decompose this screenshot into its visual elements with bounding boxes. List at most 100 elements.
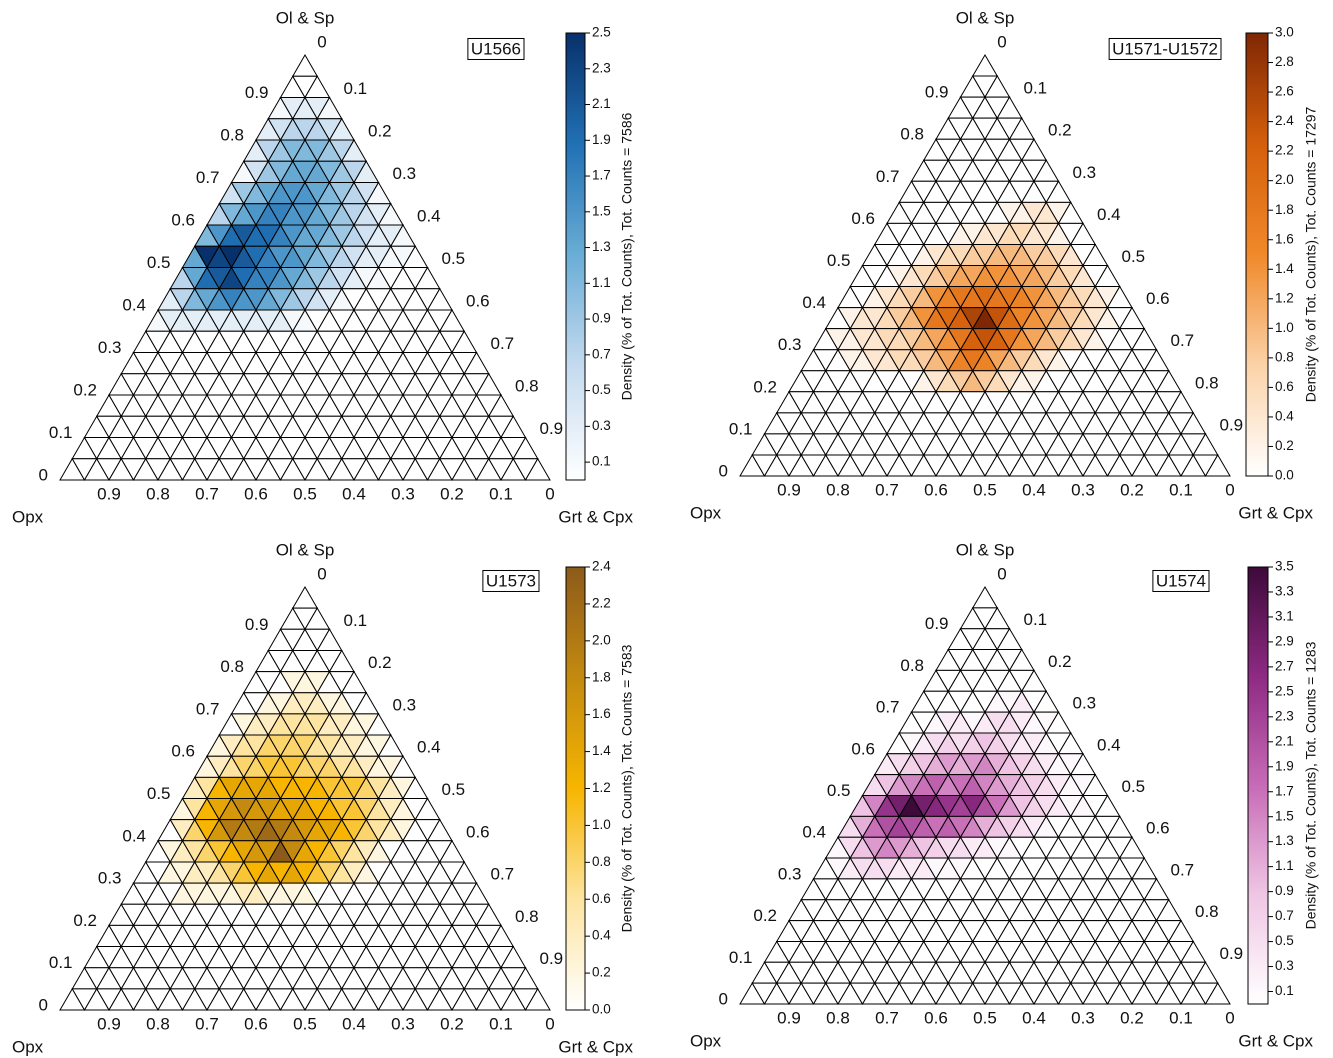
right-tick-label: 0.8 [1195,373,1219,392]
left-tick-label: 0.8 [220,657,244,676]
ternary-plot: 0 0.1 0.2 0.3 0.4 0.5 0.6 0.7 0.8 0.9 0 0.1 0.2 0.3 0.… [12,8,635,526]
colorbar-tick-label: 1.8 [1275,202,1294,217]
grid-cell [1204,982,1231,1005]
colorbar-tick-label: 1.7 [1275,783,1294,798]
colorbar-tick-label: 1.5 [592,203,611,218]
right-tick-label: 0.1 [344,79,368,98]
colorbar-tick-label: 3.0 [1275,25,1294,40]
right-tick-label: 0.1 [1024,610,1048,629]
colorbar-tick-label: 2.9 [1275,633,1294,648]
top-label: Ol & Sp [956,8,1015,27]
bottom-tick-label: 0.4 [342,484,366,503]
colorbar-tick-label: 1.0 [1275,320,1294,335]
left-tick-label: 0.4 [122,826,146,845]
bottom-tick-label: 0.9 [97,1014,121,1033]
colorbar-tick-label: 2.2 [592,595,611,610]
left-label: Opx [12,507,44,526]
colorbar-label: Density (% of Tot. Counts), Tot. Counts … [1303,106,1319,402]
colorbar-tick-label: 2.3 [1275,708,1294,723]
colorbar-tick-label: 1.6 [1275,231,1294,246]
right-tick-label: 0.9 [1220,944,1244,963]
grid-cell [524,457,551,481]
colorbar-tick-label: 2.8 [1275,54,1294,69]
right-tick-label: 0.3 [393,164,417,183]
left-tick-label: 0.3 [98,869,122,888]
left-tick-label: 0.2 [73,380,97,399]
colorbar-tick-label: 2.0 [592,632,611,647]
left-tick-label: 0.3 [98,338,122,357]
left-tick-label: 0.2 [753,906,777,925]
density-cell [971,54,999,77]
ternary-plot: 0 0.1 0.2 0.3 0.4 0.5 0.6 0.7 0.8 0.9 0 0.1 0.2 0.3 0.… [690,540,1319,1050]
colorbar-tick-label: 2.4 [592,559,611,574]
right-tick-label: 0.7 [491,865,515,884]
right-tick-label: 0.6 [466,822,490,841]
bottom-tick-label: 0.8 [826,480,850,499]
left-tick-label: 0.3 [778,335,802,354]
bottom-tick-label: 0.7 [875,480,899,499]
right-tick-label: 0.5 [1122,777,1146,796]
bottom-tick-label: 0.3 [391,484,415,503]
left-tick-label: 0.8 [900,125,924,144]
right-label: Grt & Cpx [558,1037,633,1056]
colorbar-tick-label: 1.9 [1275,758,1294,773]
left-label: Opx [690,503,722,522]
right-tick-label: 0.7 [1171,860,1195,879]
colorbar-tick-label: 0.6 [1275,379,1294,394]
colorbar-tick-label: 1.0 [592,817,611,832]
colorbar-tick-label: 1.3 [1275,833,1294,848]
sample-box [1152,569,1210,592]
left-tick-label: 0.1 [729,419,753,438]
colorbar-label: Density (% of Tot. Counts), Tot. Counts … [1303,641,1319,929]
left-tick-label: 0.7 [196,699,220,718]
right-tick-label: 0.6 [1146,289,1170,308]
bottom-tick-label: 0.6 [244,484,268,503]
colorbar-tick-label: 2.7 [1275,658,1294,673]
left-tick-label: 0.9 [245,83,269,102]
colorbar-tick-label: 0.9 [592,311,611,326]
bottom-tick-label: 0.5 [973,1008,997,1027]
left-tick-label: 0.5 [827,781,851,800]
sample-label: U1574 [1156,571,1206,590]
colorbar [565,32,586,481]
bottom-tick-label: 0.8 [826,1008,850,1027]
colorbar-tick-label: 2.1 [1275,733,1294,748]
colorbar-tick-label: 1.8 [592,669,611,684]
colorbar-tick-label: 2.6 [1275,84,1294,99]
bottom-tick-label: 0.7 [195,1014,219,1033]
bottom-tick-label: 0.4 [342,1014,366,1033]
right-tick-label: 0.1 [344,611,368,630]
bottom-tick-label: 0.6 [244,1014,268,1033]
bottom-tick-label: 0.2 [1120,480,1144,499]
right-label: Grt & Cpx [558,507,633,526]
bottom-tick-label: 0.5 [293,1014,317,1033]
right-tick-label: 0 [997,32,1006,51]
bottom-tick-label: 0.1 [1169,480,1193,499]
right-tick-label: 0.4 [417,206,441,225]
bottom-tick-label: 0.6 [924,1008,948,1027]
right-tick-label: 0.4 [1097,205,1121,224]
colorbar-tick-label: 2.3 [592,60,611,75]
colorbar-tick-label: 1.7 [592,168,611,183]
bottom-tick-label: 0.7 [875,1008,899,1027]
left-tick-label: 0.7 [876,698,900,717]
colorbar-tick-label: 1.6 [592,706,611,721]
left-tick-label: 0.9 [245,615,269,634]
colorbar-tick-label: 2.2 [1275,143,1294,158]
right-tick-label: 0.5 [442,780,466,799]
bottom-tick-label: 0.2 [440,1014,464,1033]
bottom-tick-label: 0.3 [1071,1008,1095,1027]
colorbar [565,566,586,1011]
colorbar-tick-label: 1.4 [1275,261,1294,276]
colorbar-tick-label: 2.5 [1275,683,1294,698]
right-tick-label: 0.3 [1073,163,1097,182]
right-tick-label: 0 [317,32,326,51]
colorbar-tick-label: 2.4 [1275,113,1294,128]
colorbar-tick-label: 0.0 [592,1002,611,1017]
bottom-tick-label: 0.8 [146,1014,170,1033]
colorbar-tick-label: 2.0 [1275,172,1294,187]
left-tick-label: 0 [719,461,728,480]
bottom-tick-label: 0.9 [777,480,801,499]
colorbar-tick-label: 0.1 [1275,983,1294,998]
